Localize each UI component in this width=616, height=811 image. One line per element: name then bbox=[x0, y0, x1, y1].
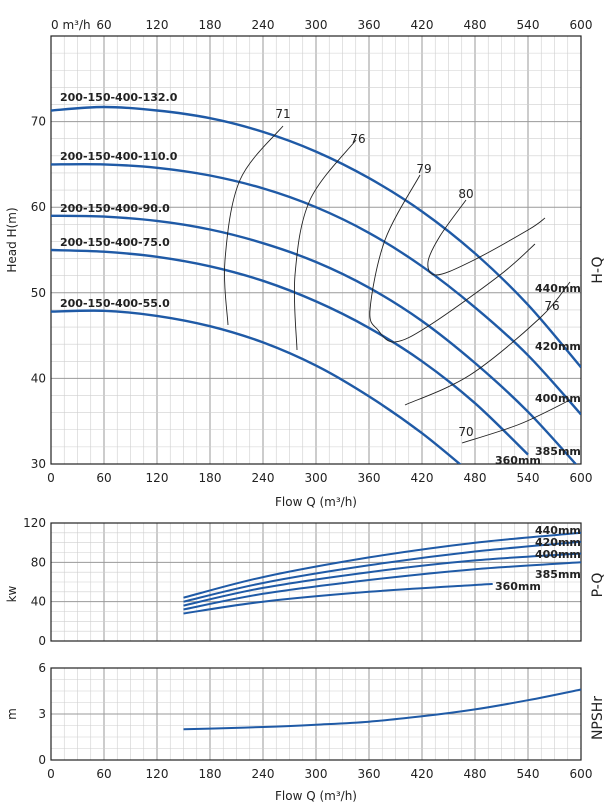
np-x-tick: 360 bbox=[358, 767, 381, 781]
pq-y-tick: 40 bbox=[31, 595, 46, 609]
hq-impeller-label: 440mm bbox=[535, 282, 581, 295]
np-x-tick: 240 bbox=[252, 767, 275, 781]
curve-layer bbox=[51, 105, 582, 731]
hq-series-label: 200-150-400-110.0 bbox=[60, 150, 178, 163]
pq-series-label: 420mm bbox=[535, 536, 581, 549]
hq-impeller-label: 360mm bbox=[495, 454, 541, 467]
top-x-tick: 360 bbox=[358, 18, 381, 32]
pq-y-tick: 0 bbox=[38, 634, 46, 648]
pq-curve-360mm bbox=[183, 582, 493, 615]
np-grid-frame bbox=[50, 667, 582, 761]
hq-y-tick: 40 bbox=[31, 371, 46, 385]
pq-curve-420mm bbox=[183, 540, 582, 603]
hq-series-label: 200-150-400-132.0 bbox=[60, 91, 178, 104]
np-x-tick: 120 bbox=[146, 767, 169, 781]
hq-x-tick: 120 bbox=[146, 471, 169, 485]
top-x-tick: 120 bbox=[146, 18, 169, 32]
pq-y-tick: 80 bbox=[31, 555, 46, 569]
np-y-tick: 0 bbox=[38, 753, 46, 767]
top-x-tick: 480 bbox=[464, 18, 487, 32]
hq-curve-385mm bbox=[51, 248, 529, 456]
np-x-label: Flow Q (m³/h) bbox=[275, 789, 357, 803]
top-x-tick: 180 bbox=[199, 18, 222, 32]
hq-series-label: 200-150-400-55.0 bbox=[60, 297, 170, 310]
np-y-tick: 3 bbox=[38, 707, 46, 721]
hq-x-tick: 240 bbox=[252, 471, 275, 485]
efficiency-line bbox=[404, 281, 571, 406]
hq-curve-440mm bbox=[51, 105, 581, 369]
hq-y-tick: 50 bbox=[31, 286, 46, 300]
top-axis-unit: 0 m³/h bbox=[51, 18, 91, 32]
pq-series-label: 440mm bbox=[535, 524, 581, 537]
pq-y-label: kw bbox=[5, 585, 19, 602]
hq-side-title: H-Q bbox=[590, 256, 606, 283]
np-x-tick: 0 bbox=[47, 767, 55, 781]
pq-curve-400mm bbox=[183, 552, 582, 607]
efficiency-label: 80 bbox=[458, 187, 473, 201]
hq-x-tick: 540 bbox=[517, 471, 540, 485]
pq-y-tick: 120 bbox=[23, 516, 46, 530]
hq-x-label: Flow Q (m³/h) bbox=[275, 495, 357, 509]
efficiency-label: 71 bbox=[275, 107, 290, 121]
npsh-curve bbox=[183, 688, 582, 731]
hq-series-label: 200-150-400-90.0 bbox=[60, 202, 170, 215]
hq-series-label: 200-150-400-75.0 bbox=[60, 236, 170, 249]
hq-curve-420mm bbox=[51, 162, 581, 416]
top-x-tick: 420 bbox=[411, 18, 434, 32]
efficiency-line bbox=[461, 399, 571, 444]
np-x-tick: 540 bbox=[517, 767, 540, 781]
pq-curve-385mm bbox=[183, 561, 582, 611]
top-x-tick: 600 bbox=[570, 18, 593, 32]
hq-x-tick: 600 bbox=[570, 471, 593, 485]
efficiency-line bbox=[369, 174, 536, 343]
pq-series-label: 400mm bbox=[535, 548, 581, 561]
np-x-tick: 600 bbox=[570, 767, 593, 781]
hq-y-tick: 70 bbox=[31, 115, 46, 129]
efficiency-label: 76 bbox=[350, 132, 365, 146]
hq-x-tick: 0 bbox=[47, 471, 55, 485]
pq-series-label: 360mm bbox=[495, 580, 541, 593]
hq-y-tick: 60 bbox=[31, 200, 46, 214]
pq-series-label: 385mm bbox=[535, 568, 581, 581]
hq-curve-400mm bbox=[51, 214, 578, 464]
hq-x-tick: 180 bbox=[199, 471, 222, 485]
hq-impeller-label: 400mm bbox=[535, 392, 581, 405]
pq-side-title: P-Q bbox=[590, 573, 606, 598]
np-x-tick: 300 bbox=[305, 767, 328, 781]
np-x-tick: 480 bbox=[464, 767, 487, 781]
hq-x-tick: 60 bbox=[96, 471, 111, 485]
efficiency-line bbox=[293, 139, 357, 351]
efficiency-label: 70 bbox=[458, 425, 473, 439]
hq-x-tick: 420 bbox=[411, 471, 434, 485]
top-x-tick: 60 bbox=[96, 18, 111, 32]
pq-grid-frame bbox=[50, 522, 582, 642]
np-x-tick: 60 bbox=[96, 767, 111, 781]
hq-x-tick: 300 bbox=[305, 471, 328, 485]
hq-x-tick: 480 bbox=[464, 471, 487, 485]
efficiency-label: 79 bbox=[416, 162, 431, 176]
np-y-tick: 6 bbox=[38, 661, 46, 675]
label-layer: 71 76 79 80 76 70 200-150-400-132.0 200-150-400… bbox=[5, 18, 606, 803]
np-x-tick: 420 bbox=[411, 767, 434, 781]
hq-y-label: Head H(m) bbox=[5, 207, 19, 272]
hq-x-tick: 360 bbox=[358, 471, 381, 485]
hq-impeller-label: 420mm bbox=[535, 340, 581, 353]
efficiency-line bbox=[427, 199, 546, 276]
grid-layer bbox=[50, 35, 582, 761]
efficiency-label: 76 bbox=[544, 299, 559, 313]
hq-curve-360mm bbox=[51, 309, 462, 464]
np-x-tick: 180 bbox=[199, 767, 222, 781]
pq-curve-440mm bbox=[183, 531, 582, 599]
hq-impeller-label: 385mm bbox=[535, 445, 581, 458]
hq-y-tick: 30 bbox=[31, 457, 46, 471]
np-side-title: NPSHr bbox=[590, 696, 606, 740]
top-x-tick: 300 bbox=[305, 18, 328, 32]
top-x-tick: 540 bbox=[517, 18, 540, 32]
top-x-tick: 240 bbox=[252, 18, 275, 32]
np-y-label: m bbox=[5, 708, 19, 720]
efficiency-line bbox=[224, 125, 284, 326]
